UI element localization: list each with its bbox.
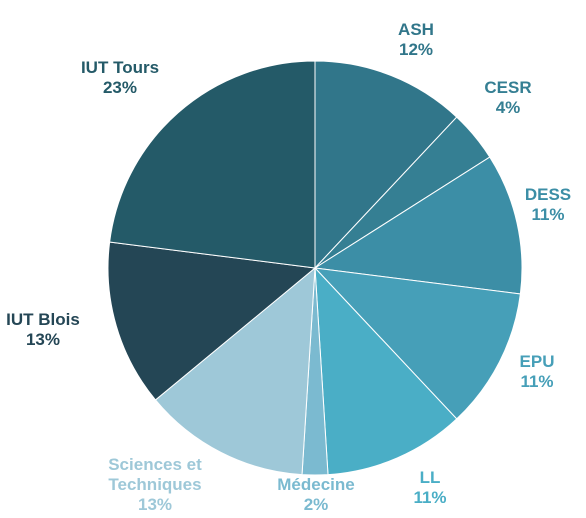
- slice-label: Médecine 2%: [277, 475, 354, 515]
- category-label: LL: [419, 468, 441, 487]
- value-label: 11%: [413, 488, 447, 507]
- category-label: IUT Blois: [6, 310, 80, 329]
- slice-label: IUT Tours 23%: [81, 58, 159, 98]
- value-label: 2%: [303, 495, 329, 514]
- slice-label: LL 11%: [413, 468, 446, 508]
- value-label: 12%: [398, 40, 434, 59]
- pie-slice: [107, 241, 317, 401]
- value-label: 13%: [137, 495, 173, 514]
- pie-slice: [313, 156, 523, 295]
- category-label: CESR: [484, 78, 532, 97]
- category-label: IUT Tours: [80, 58, 160, 77]
- slice-label: CESR 4%: [484, 78, 531, 118]
- value-label: 4%: [495, 98, 521, 117]
- slice-label: ASH 12%: [398, 20, 434, 60]
- value-label: 11%: [520, 372, 554, 391]
- slice-label: Sciences et Techniques 13%: [90, 455, 220, 515]
- category-label: ASH: [398, 20, 434, 39]
- category-label: Sciences et Techniques: [108, 455, 202, 494]
- pie-slice: [314, 266, 458, 476]
- category-label: DESS: [524, 185, 572, 204]
- slice-label: EPU 11%: [520, 352, 555, 392]
- pie-slice: [109, 60, 316, 269]
- pie-slice: [154, 266, 316, 476]
- pie-slice: [314, 60, 458, 270]
- category-label: Médecine: [277, 475, 355, 494]
- slice-label: DESS 11%: [525, 185, 571, 225]
- value-label: 23%: [102, 78, 138, 97]
- value-label: 11%: [531, 205, 565, 224]
- category-label: EPU: [519, 352, 555, 371]
- slice-label: IUT Blois 13%: [6, 310, 80, 350]
- pie-slice: [313, 267, 521, 420]
- value-label: 13%: [25, 330, 61, 349]
